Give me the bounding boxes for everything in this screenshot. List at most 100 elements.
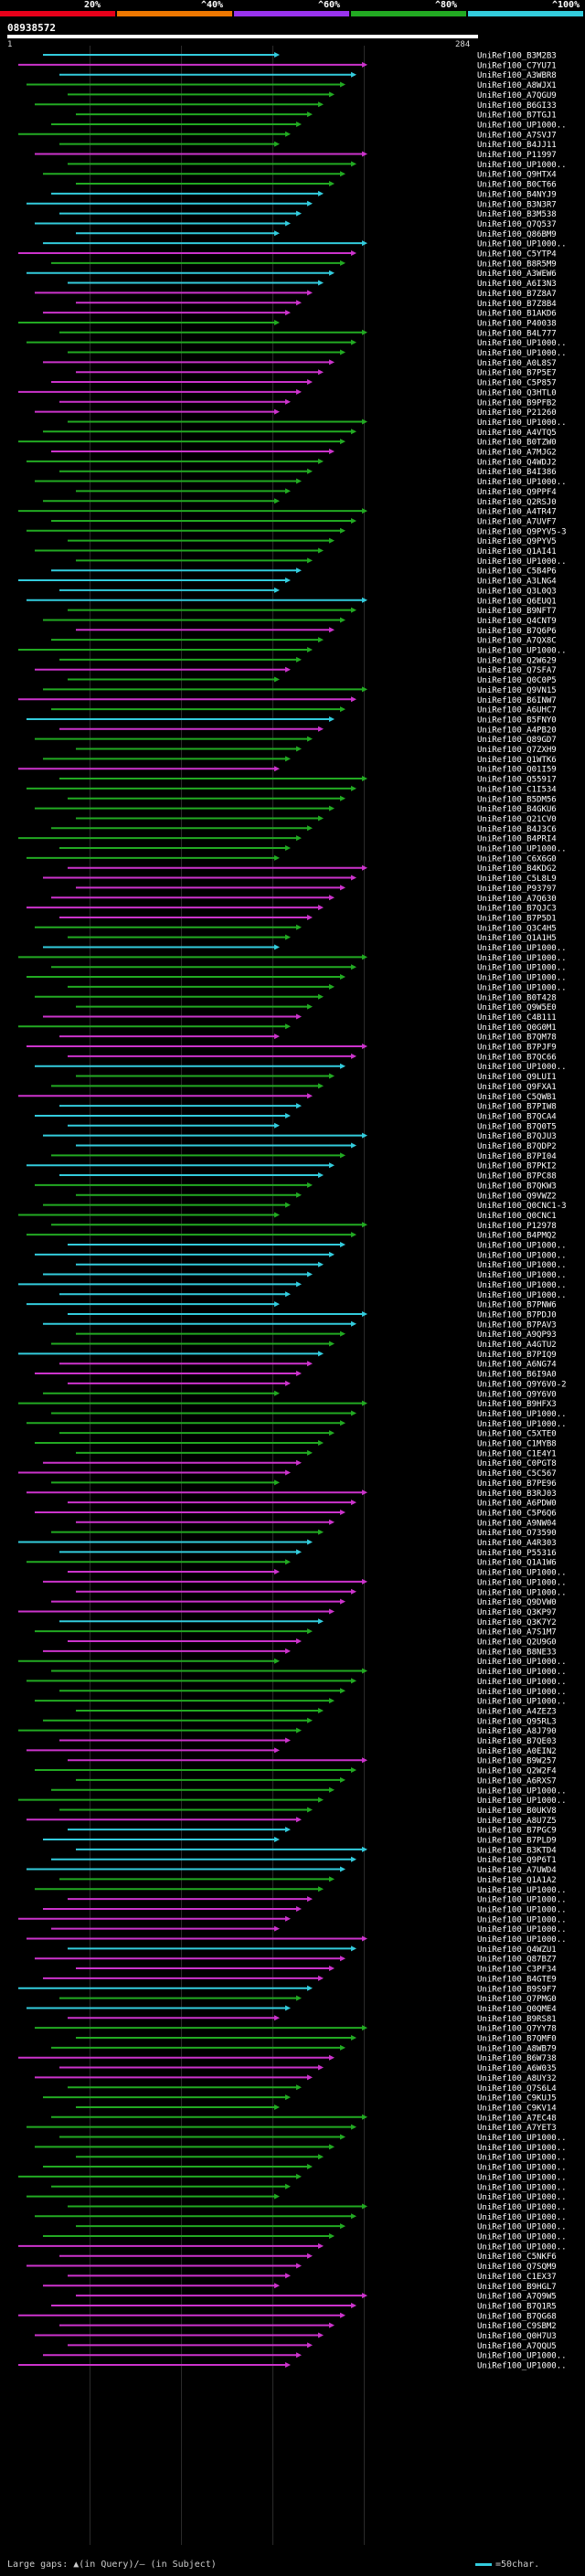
hit-id-label[interactable]: UniRef100_P11997 [477, 151, 557, 160]
hit-id-label[interactable]: UniRef100_UP1000.. [477, 1063, 567, 1072]
hit-id-label[interactable]: UniRef100_A7S1M7 [477, 1628, 557, 1638]
hit-id-label[interactable]: UniRef100_UP1000.. [477, 983, 567, 992]
hit-id-label[interactable]: UniRef100_Q1A1H5 [477, 934, 557, 943]
hit-id-label[interactable]: UniRef100_B9PFB2 [477, 398, 557, 408]
hit-id-label[interactable]: UniRef100_Q1A1A2 [477, 1876, 557, 1885]
hit-id-label[interactable]: UniRef100_UP1000.. [477, 2352, 567, 2361]
hit-id-label[interactable]: UniRef100_UP1000.. [477, 2223, 567, 2232]
hit-id-label[interactable]: UniRef100_B7P5E7 [477, 369, 557, 378]
hit-id-label[interactable]: UniRef100_P21260 [477, 408, 557, 418]
hit-id-label[interactable]: UniRef100_Q7SFA7 [477, 666, 557, 675]
hit-id-label[interactable]: UniRef100_UP1000.. [477, 339, 567, 348]
hit-id-label[interactable]: UniRef100_B0CT66 [477, 181, 557, 190]
hit-id-label[interactable]: UniRef100_Q2RSJ0 [477, 498, 557, 507]
hit-id-label[interactable]: UniRef100_B7PI04 [477, 1152, 557, 1161]
hit-id-label[interactable]: UniRef100_C6X6G0 [477, 854, 557, 864]
hit-id-label[interactable]: UniRef100_Q4CNT9 [477, 617, 557, 626]
hit-id-label[interactable]: UniRef100_B8R5M9 [477, 260, 557, 269]
hit-id-label[interactable]: UniRef100_B6W738 [477, 2054, 557, 2063]
hit-id-label[interactable]: UniRef100_A4GTU2 [477, 1341, 557, 1350]
hit-id-label[interactable]: UniRef100_Q9VN15 [477, 686, 557, 695]
hit-id-label[interactable]: UniRef100_B7PGC9 [477, 1827, 557, 1836]
hit-id-label[interactable]: UniRef100_C9SBM2 [477, 2322, 557, 2331]
hit-id-label[interactable]: UniRef100_UP1000.. [477, 2203, 567, 2212]
hit-id-label[interactable]: UniRef100_Q0H7U3 [477, 2332, 557, 2341]
hit-id-label[interactable]: UniRef100_UP1000.. [477, 2144, 567, 2153]
hit-id-label[interactable]: UniRef100_A6NG74 [477, 1361, 557, 1370]
hit-id-label[interactable]: UniRef100_UP1000.. [477, 2164, 567, 2173]
hit-id-label[interactable]: UniRef100_Q9LUI1 [477, 1073, 557, 1082]
hit-id-label[interactable]: UniRef100_UP1000.. [477, 419, 567, 428]
hit-id-label[interactable]: UniRef100_UP1000.. [477, 1698, 567, 1707]
hit-id-label[interactable]: UniRef100_A7UVF7 [477, 517, 557, 526]
hit-id-label[interactable]: UniRef100_Q9PPF4 [477, 488, 557, 497]
hit-id-label[interactable]: UniRef100_Q89GD7 [477, 736, 557, 745]
hit-id-label[interactable]: UniRef100_B6GI33 [477, 101, 557, 111]
hit-id-label[interactable]: UniRef100_B9S9F7 [477, 1985, 557, 1994]
hit-id-label[interactable]: UniRef100_B3KTD4 [477, 1846, 557, 1855]
hit-id-label[interactable]: UniRef100_B4KDG2 [477, 864, 557, 874]
hit-id-label[interactable]: UniRef100_Q0QME4 [477, 2005, 557, 2014]
hit-id-label[interactable]: UniRef100_Q3K7Y2 [477, 1618, 557, 1627]
hit-id-label[interactable]: UniRef100_Q21CV0 [477, 815, 557, 824]
hit-id-label[interactable]: UniRef100_Q6EUQ1 [477, 597, 557, 606]
hit-id-label[interactable]: UniRef100_B7QJC3 [477, 905, 557, 914]
hit-id-label[interactable]: UniRef100_Q3L0Q3 [477, 587, 557, 596]
hit-id-label[interactable]: UniRef100_A8WB79 [477, 2044, 557, 2053]
hit-id-label[interactable]: UniRef100_B7PNW6 [477, 1301, 557, 1310]
hit-id-label[interactable]: UniRef100_B7PAV3 [477, 1320, 557, 1330]
hit-id-label[interactable]: UniRef100_UP1000.. [477, 1886, 567, 1895]
hit-id-label[interactable]: UniRef100_B3N3R7 [477, 200, 557, 209]
hit-id-label[interactable]: UniRef100_UP1000.. [477, 2154, 567, 2163]
hit-id-label[interactable]: UniRef100_B7TGJ1 [477, 111, 557, 121]
hit-id-label[interactable]: UniRef100_C3PF34 [477, 1966, 557, 1975]
hit-id-label[interactable]: UniRef100_UP1000.. [477, 2193, 567, 2202]
hit-id-label[interactable]: UniRef100_UP1000.. [477, 1896, 567, 1905]
hit-id-label[interactable]: UniRef100_C9KV14 [477, 2104, 557, 2113]
hit-id-label[interactable]: UniRef100_B4GKU6 [477, 805, 557, 814]
hit-id-label[interactable]: UniRef100_Q7YY78 [477, 2025, 557, 2034]
hit-id-label[interactable]: UniRef100_C5B4P6 [477, 567, 557, 577]
hit-id-label[interactable]: UniRef100_UP1000.. [477, 1688, 567, 1697]
hit-id-label[interactable]: UniRef100_B7PC88 [477, 1172, 557, 1182]
hit-id-label[interactable]: UniRef100_B0TZW0 [477, 439, 557, 448]
hit-id-label[interactable]: UniRef100_B7Z8A7 [477, 290, 557, 299]
hit-id-label[interactable]: UniRef100_B3M2B3 [477, 52, 557, 61]
hit-id-label[interactable]: UniRef100_UP1000.. [477, 845, 567, 854]
hit-id-label[interactable]: UniRef100_UP1000.. [477, 1251, 567, 1260]
hit-id-label[interactable]: UniRef100_UP1000.. [477, 2233, 567, 2242]
hit-id-label[interactable]: UniRef100_UP1000.. [477, 2183, 567, 2192]
hit-id-label[interactable]: UniRef100_UP1000.. [477, 1797, 567, 1806]
hit-id-label[interactable]: UniRef100_A6UHC7 [477, 706, 557, 716]
hit-id-label[interactable]: UniRef100_UP1000.. [477, 1935, 567, 1945]
hit-id-label[interactable]: UniRef100_A8U7Z5 [477, 1817, 557, 1826]
hit-id-label[interactable]: UniRef100_A8WJX1 [477, 81, 557, 90]
hit-id-label[interactable]: UniRef100_B7QDP2 [477, 1142, 557, 1151]
hit-id-label[interactable]: UniRef100_Q4WZU1 [477, 1945, 557, 1955]
hit-id-label[interactable]: UniRef100_UP1000.. [477, 1578, 567, 1587]
hit-id-label[interactable]: UniRef100_Q9PYV5 [477, 537, 557, 546]
hit-id-label[interactable]: UniRef100_C5YTP4 [477, 250, 557, 260]
hit-id-label[interactable]: UniRef100_B1AKD6 [477, 310, 557, 319]
hit-id-label[interactable]: UniRef100_UP1000.. [477, 1242, 567, 1251]
hit-id-label[interactable]: UniRef100_B5FNY0 [477, 716, 557, 725]
hit-id-label[interactable]: UniRef100_UP1000.. [477, 1410, 567, 1419]
hit-id-label[interactable]: UniRef100_A4ZEZ3 [477, 1707, 557, 1716]
hit-id-label[interactable]: UniRef100_Q9HTX4 [477, 171, 557, 180]
hit-id-label[interactable]: UniRef100_B6I9A0 [477, 1371, 557, 1380]
hit-id-label[interactable]: UniRef100_C9KUJ5 [477, 2094, 557, 2104]
hit-id-label[interactable]: UniRef100_C1MYB8 [477, 1440, 557, 1449]
hit-id-label[interactable]: UniRef100_B7Q0T5 [477, 1122, 557, 1131]
hit-id-label[interactable]: UniRef100_B0UKV8 [477, 1807, 557, 1816]
hit-id-label[interactable]: UniRef100_O73590 [477, 1529, 557, 1538]
hit-id-label[interactable]: UniRef100_B9W257 [477, 1757, 557, 1766]
hit-id-label[interactable]: UniRef100_UP1000.. [477, 1658, 567, 1667]
hit-id-label[interactable]: UniRef100_Q55917 [477, 776, 557, 785]
hit-id-label[interactable]: UniRef100_UP1000.. [477, 954, 567, 963]
hit-id-label[interactable]: UniRef100_A7MJG2 [477, 449, 557, 458]
hit-id-label[interactable]: UniRef100_A6PDW0 [477, 1500, 557, 1509]
hit-id-label[interactable]: UniRef100_B9RS81 [477, 2015, 557, 2024]
hit-id-label[interactable]: UniRef100_B7PDJ0 [477, 1310, 557, 1320]
hit-id-label[interactable]: UniRef100_Q3HTL0 [477, 388, 557, 398]
hit-id-label[interactable]: UniRef100_Q7Q537 [477, 220, 557, 229]
